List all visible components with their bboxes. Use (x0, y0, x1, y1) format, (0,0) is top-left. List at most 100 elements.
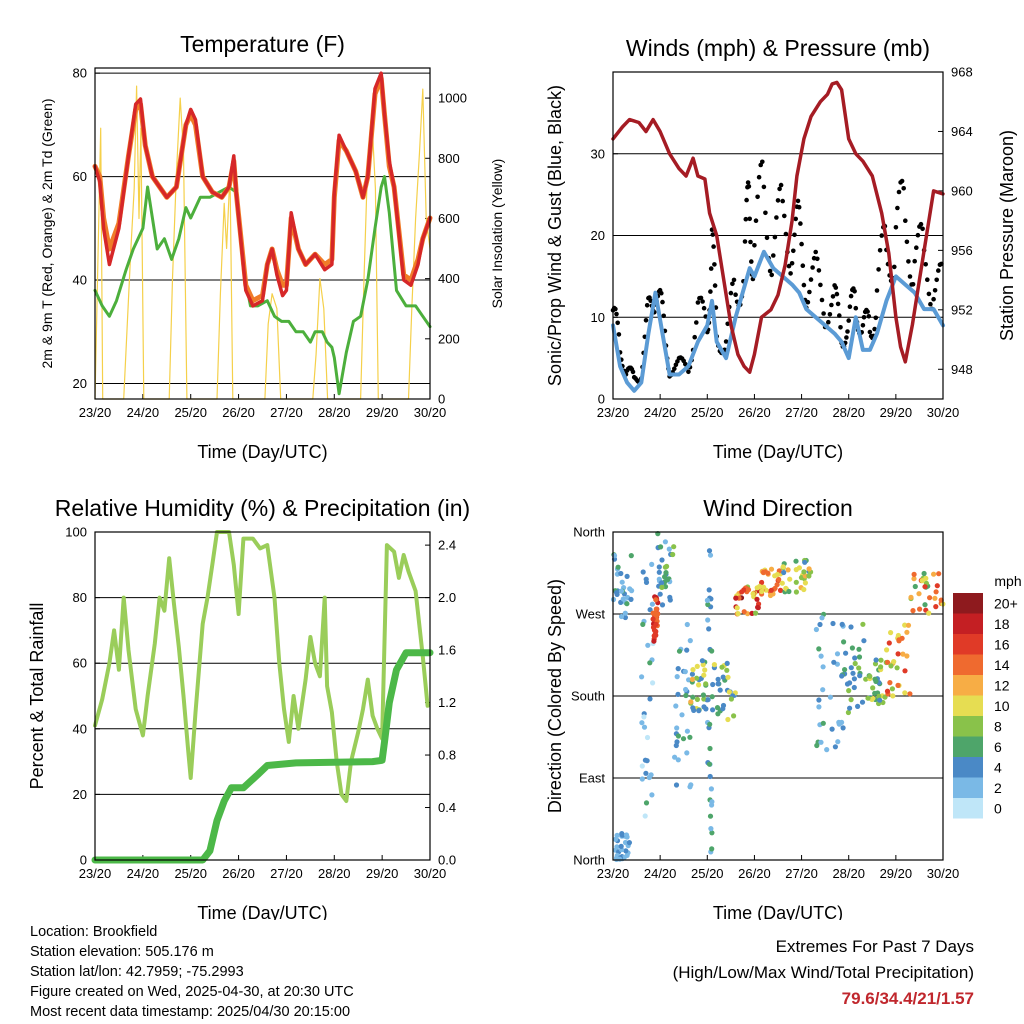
direction-point (891, 659, 897, 665)
gust-point (920, 226, 925, 232)
temperature-ytick-label: 60 (73, 169, 87, 184)
direction-point (720, 706, 726, 712)
gust-point (872, 326, 877, 332)
gust-point (788, 271, 793, 276)
gust-point (686, 369, 691, 375)
gust-point (903, 218, 908, 223)
direction-point (724, 667, 730, 673)
direction-point (759, 588, 765, 595)
direction-point (619, 831, 625, 837)
direction-point (640, 569, 646, 575)
direction-point (884, 647, 890, 653)
direction-point (755, 604, 761, 610)
direction-point (726, 689, 733, 695)
gust-point (923, 262, 928, 267)
direction-point (765, 570, 771, 576)
gust-point (852, 289, 857, 294)
gust-point (659, 290, 664, 296)
direction-point (802, 559, 808, 565)
direction-point (843, 650, 849, 656)
gust-point (731, 277, 737, 283)
direction-point (886, 640, 892, 646)
gust-point (772, 234, 778, 240)
gust-point (695, 300, 701, 305)
direction-point (781, 569, 787, 576)
humidity-xtick-label: 27/20 (270, 866, 303, 881)
gust-point (936, 268, 941, 273)
direction-point (618, 843, 624, 850)
direction-point (816, 646, 822, 652)
direction-point (622, 614, 629, 621)
direction-xtick-label: 28/20 (832, 866, 865, 881)
direction-point (659, 557, 665, 563)
direction-point (873, 678, 879, 685)
direction-point (645, 642, 651, 648)
direction-point (863, 676, 869, 682)
direction-point (704, 597, 711, 604)
gust-point (928, 301, 933, 307)
direction-point (614, 832, 620, 839)
gust-point (746, 184, 752, 189)
gust-point (630, 369, 636, 375)
direction-point (842, 667, 848, 673)
humidity-ytick-label: 40 (73, 721, 87, 736)
winds-ytick-label: 30 (591, 146, 605, 161)
direction-point (859, 699, 866, 705)
station-pressure-line (611, 80, 945, 374)
colorbar-swatch (953, 798, 983, 819)
gust-point (819, 297, 825, 303)
direction-point (787, 576, 793, 582)
winds-ytick-label: 10 (591, 310, 605, 325)
direction-point (709, 830, 715, 836)
direction-point (653, 628, 659, 635)
humidity-plot-border (94, 531, 431, 861)
direction-point (839, 673, 845, 679)
gust-point (866, 314, 872, 319)
gust-point (896, 189, 902, 195)
direction-point (855, 703, 861, 710)
direction-point (657, 591, 663, 597)
direction-point (711, 662, 718, 668)
gust-point (931, 296, 936, 302)
direction-point (649, 601, 656, 607)
humidity-y2tick-label: 0.0 (438, 853, 456, 868)
direction-point (699, 658, 706, 664)
direction-point (683, 686, 689, 693)
direction-point (673, 703, 679, 709)
direction-point (706, 587, 712, 593)
direction-point (760, 569, 767, 576)
station-info: Location: Brookfield Station elevation: … (30, 922, 354, 1022)
direction-point (848, 665, 854, 671)
direction-point (618, 570, 624, 577)
gust-point (712, 283, 718, 288)
colorbar-title: mph (994, 573, 1021, 589)
direction-point (684, 647, 690, 653)
direction-point (733, 595, 739, 601)
direction-point (694, 663, 700, 670)
colorbar-swatch (953, 634, 983, 655)
direction-point (670, 551, 676, 558)
direction-point (832, 744, 839, 750)
direction-point (917, 606, 923, 612)
gust-point (749, 259, 754, 264)
direction-point (703, 681, 709, 687)
direction-point (895, 651, 901, 657)
humidity-y2tick-label: 1.6 (438, 643, 456, 658)
direction-point (870, 685, 876, 691)
direction-point (696, 682, 702, 688)
direction-point (768, 566, 775, 572)
elevation-text: Station elevation: 505.176 m (30, 944, 214, 960)
relative-humidity-line (93, 530, 430, 803)
gust-point (915, 232, 921, 238)
winds-xtick-label: 24/20 (644, 405, 677, 420)
direction-point (648, 772, 654, 778)
gust-point (925, 277, 930, 283)
temperature-xtick-label: 28/20 (318, 405, 351, 420)
gust-point (733, 292, 738, 298)
winds-ylabel-left: Sonic/Prop Wind & Gust (Blue, Black) (545, 85, 565, 386)
direction-point (687, 638, 693, 644)
gust-point (807, 289, 812, 295)
colorbar-swatch (953, 757, 983, 778)
direction-point (620, 596, 626, 602)
direction-point (672, 754, 678, 760)
